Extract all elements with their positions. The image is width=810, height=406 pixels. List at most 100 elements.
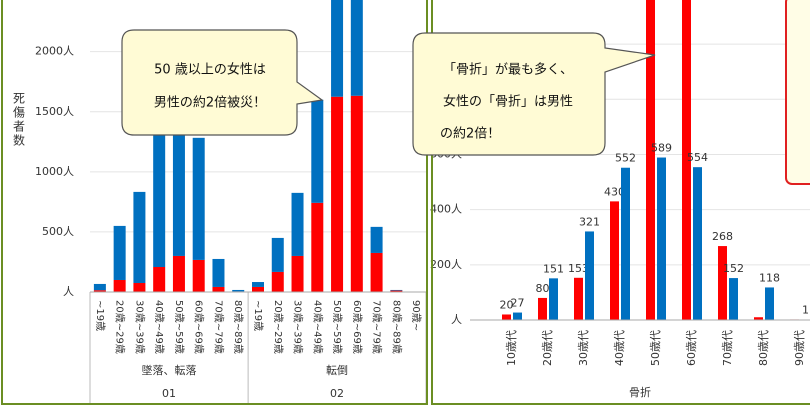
bar-segment [172,99,185,256]
data-label: 151 [543,262,564,275]
x-tick-label: 70歳~79歳 [371,300,383,354]
bar [513,312,522,320]
bar [585,231,594,320]
bar-segment [232,289,245,292]
bar-segment [172,255,185,292]
x-tick-label: 60歳~69歳 [351,300,363,354]
bar-segment [93,283,106,291]
x-tick-label: 50歳~59歳 [173,300,185,354]
bar [538,297,547,320]
bar [693,167,702,320]
bar-segment [192,259,205,292]
bar-segment [93,290,106,292]
bar-segment [113,279,126,292]
group-code: 02 [330,387,344,400]
bar-segment [390,289,403,291]
x-tick-label: 90歳代 [793,330,806,366]
bar [646,0,655,320]
bar-segment [370,252,383,292]
bar-segment [133,282,146,292]
data-label: 430 [604,185,625,198]
bar-segment [390,290,403,292]
x-tick-label: 50歳代 [649,330,662,366]
data-label: 20 [500,298,514,311]
bar-segment [350,0,363,96]
callout-shape [412,32,656,156]
callout-text: 男性の約2倍被災！ [154,96,266,111]
bar-segment [331,0,344,97]
bar [610,201,619,320]
data-label: 321 [579,215,600,228]
bar-segment [311,99,324,203]
x-tick-label: 80歳代 [757,330,770,366]
y-tick-label: 1000人 [35,165,74,178]
y-tick-label: 2000人 [35,45,74,58]
group-label: 転倒 [326,364,348,377]
x-tick-label: 80歳~89歳 [232,300,244,354]
data-label: 552 [615,152,636,165]
left-panel-border [1,0,428,405]
data-label: 118 [759,271,780,284]
bar-segment [252,286,264,292]
bar [621,167,630,320]
bar-segment [133,191,146,283]
bar-segment [252,282,264,287]
x-tick-label: 60歳代 [685,330,698,366]
x-tick-label: 60歳~69歳 [193,300,205,354]
y-tick-label: 人 [63,285,74,298]
x-tick-label: ~19歳 [252,300,264,331]
bar [718,246,727,320]
bar [574,277,583,320]
bar-segment [271,271,284,292]
x-tick-label: 20歳~29歳 [272,300,284,354]
x-tick-label: 90歳~ [410,300,422,331]
callout-right: 「骨折」が最も多く、 女性の「骨折」は男性 の約2倍！ [412,32,656,156]
y-tick-label: 人 [451,313,462,326]
bar-segment [311,202,324,292]
x-tick-label: 70歳代 [721,330,734,366]
bar-segment [331,96,344,292]
y-tick-label: 500人 [42,225,74,238]
bar [682,0,691,321]
group-label: 骨折 [629,385,651,399]
y-axis-title: 死傷者数 [12,92,26,148]
data-label: 1 [802,304,809,317]
x-tick-label: 10歳代 [505,330,518,366]
x-tick-label: 20歳~29歳 [114,300,126,354]
y-tick-label: 1500人 [35,105,74,118]
x-tick-label: 30歳~39歳 [133,300,145,354]
y-tick-label: 400人 [430,203,462,216]
x-tick-label: 40歳~49歳 [153,300,165,354]
bar-segment [212,286,225,292]
group-code: 01 [162,387,176,400]
x-tick-label: 50歳~59歳 [331,300,343,354]
callout-text: 「骨折」が最も多く、 [443,62,573,78]
group-label: 墜落、転落 [142,363,197,377]
data-label: 80 [536,282,550,295]
x-tick-label: 40歳代 [613,330,626,366]
bar [754,317,763,320]
x-tick-label: 30歳代 [577,330,590,366]
data-label: 152 [723,262,744,275]
data-label: 268 [712,230,733,243]
x-tick-label: ~19歳 [94,300,106,331]
bar [765,287,774,320]
callout-text: 女性の「骨折」は男性 [443,94,573,110]
x-tick-label: 20歳代 [541,330,554,366]
bar-segment [153,267,166,292]
bar-segment [370,226,383,253]
data-label: 153 [568,262,589,275]
bar-segment [113,225,126,280]
x-tick-label: 40歳~49歳 [311,300,323,354]
bar [729,278,738,320]
bar [657,157,666,320]
callout-text: の約2倍！ [440,127,500,142]
note-box [785,0,810,185]
bar-segment [291,255,304,292]
callout-shape [121,29,324,136]
data-label: 554 [687,151,708,164]
y-tick-label: 200人 [430,258,462,271]
x-tick-label: 80歳~89歳 [390,300,402,354]
